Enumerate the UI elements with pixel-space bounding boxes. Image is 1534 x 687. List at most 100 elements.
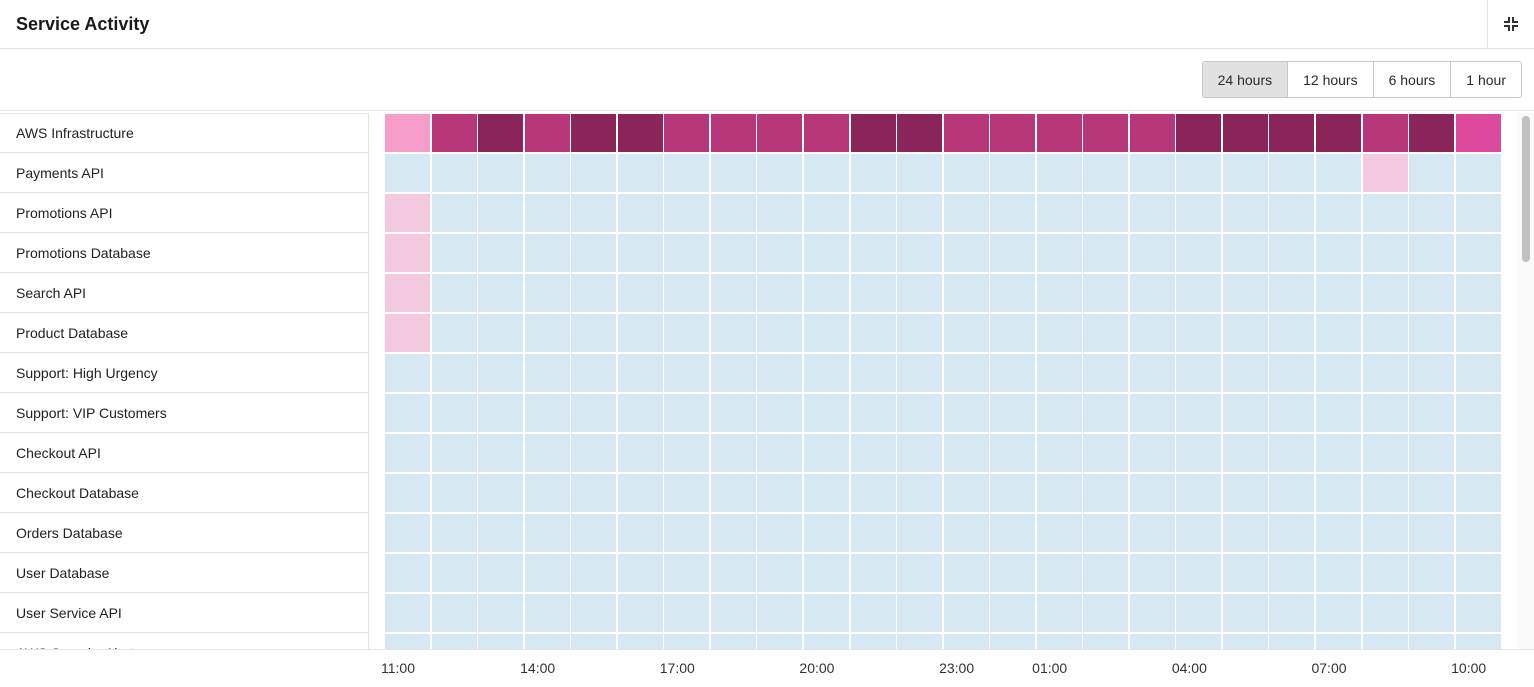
heatmap-cell[interactable] bbox=[1222, 114, 1268, 152]
heatmap-cell[interactable] bbox=[710, 514, 756, 552]
heatmap-cell[interactable] bbox=[1455, 274, 1501, 312]
heatmap-cell[interactable] bbox=[1269, 634, 1315, 649]
heatmap-cell[interactable] bbox=[1176, 234, 1222, 272]
service-label[interactable]: Checkout Database bbox=[0, 473, 368, 513]
heatmap-cell[interactable] bbox=[1269, 274, 1315, 312]
heatmap-cell[interactable] bbox=[1129, 594, 1175, 632]
heatmap-cell[interactable] bbox=[1362, 354, 1408, 392]
heatmap-cell[interactable] bbox=[1129, 554, 1175, 592]
heatmap-cell[interactable] bbox=[897, 434, 943, 472]
service-label[interactable]: AWS Infrastructure bbox=[0, 113, 368, 153]
heatmap-cell[interactable] bbox=[803, 314, 849, 352]
heatmap-cell[interactable] bbox=[710, 434, 756, 472]
heatmap-cell[interactable] bbox=[943, 554, 989, 592]
heatmap-cell[interactable] bbox=[943, 434, 989, 472]
heatmap-cell[interactable] bbox=[850, 434, 896, 472]
heatmap-cell[interactable] bbox=[1269, 474, 1315, 512]
heatmap-cell[interactable] bbox=[990, 114, 1036, 152]
heatmap-cell[interactable] bbox=[757, 594, 803, 632]
heatmap-cell[interactable] bbox=[803, 274, 849, 312]
heatmap-cell[interactable] bbox=[1409, 594, 1455, 632]
heatmap-cell[interactable] bbox=[710, 594, 756, 632]
heatmap-cell[interactable] bbox=[757, 194, 803, 232]
heatmap-cell[interactable] bbox=[1409, 354, 1455, 392]
heatmap-cell[interactable] bbox=[478, 194, 524, 232]
heatmap-cell[interactable] bbox=[850, 194, 896, 232]
heatmap-cell[interactable] bbox=[385, 594, 430, 632]
heatmap-cell[interactable] bbox=[710, 314, 756, 352]
heatmap-cell[interactable] bbox=[897, 634, 943, 649]
heatmap-cell[interactable] bbox=[524, 114, 570, 152]
range-6-hours-button[interactable]: 6 hours bbox=[1372, 62, 1451, 97]
heatmap-cell[interactable] bbox=[943, 514, 989, 552]
heatmap-cell[interactable] bbox=[524, 234, 570, 272]
heatmap-cell[interactable] bbox=[943, 354, 989, 392]
heatmap-cell[interactable] bbox=[571, 114, 617, 152]
heatmap-cell[interactable] bbox=[1316, 314, 1361, 352]
service-label[interactable]: User Service API bbox=[0, 593, 368, 633]
heatmap-cell[interactable] bbox=[803, 634, 849, 649]
heatmap-cell[interactable] bbox=[1316, 114, 1361, 152]
heatmap-cell[interactable] bbox=[710, 114, 756, 152]
heatmap-cell[interactable] bbox=[710, 354, 756, 392]
heatmap-cell[interactable] bbox=[1222, 474, 1268, 512]
heatmap-cell[interactable] bbox=[524, 314, 570, 352]
heatmap-cell[interactable] bbox=[478, 514, 524, 552]
heatmap-cell[interactable] bbox=[1269, 354, 1315, 392]
heatmap-cell[interactable] bbox=[617, 514, 663, 552]
heatmap-cell[interactable] bbox=[385, 394, 430, 432]
heatmap-cell[interactable] bbox=[1362, 314, 1408, 352]
heatmap-cell[interactable] bbox=[1316, 354, 1361, 392]
heatmap-cell[interactable] bbox=[803, 474, 849, 512]
heatmap-cell[interactable] bbox=[1316, 194, 1361, 232]
heatmap-cell[interactable] bbox=[664, 634, 710, 649]
heatmap-cell[interactable] bbox=[803, 394, 849, 432]
heatmap-cell[interactable] bbox=[803, 594, 849, 632]
heatmap-cell[interactable] bbox=[990, 554, 1036, 592]
heatmap-cell[interactable] bbox=[897, 194, 943, 232]
heatmap-cell[interactable] bbox=[1083, 354, 1129, 392]
heatmap-cell[interactable] bbox=[1036, 394, 1082, 432]
heatmap-cell[interactable] bbox=[1036, 314, 1082, 352]
heatmap-cell[interactable] bbox=[1083, 554, 1129, 592]
heatmap-cell[interactable] bbox=[1409, 114, 1455, 152]
heatmap-cell[interactable] bbox=[757, 554, 803, 592]
heatmap-cell[interactable] bbox=[1222, 314, 1268, 352]
heatmap-cell[interactable] bbox=[990, 434, 1036, 472]
heatmap-cell[interactable] bbox=[524, 354, 570, 392]
heatmap-cell[interactable] bbox=[1455, 634, 1501, 649]
heatmap-cell[interactable] bbox=[1409, 194, 1455, 232]
heatmap-cell[interactable] bbox=[943, 194, 989, 232]
service-label[interactable]: User Database bbox=[0, 553, 368, 593]
heatmap-cell[interactable] bbox=[1222, 194, 1268, 232]
heatmap-cell[interactable] bbox=[757, 114, 803, 152]
heatmap-cell[interactable] bbox=[1129, 634, 1175, 649]
scrollbar[interactable] bbox=[1518, 113, 1534, 649]
heatmap-cell[interactable] bbox=[943, 234, 989, 272]
heatmap-cell[interactable] bbox=[1455, 594, 1501, 632]
heatmap-cell[interactable] bbox=[990, 474, 1036, 512]
heatmap-cell[interactable] bbox=[710, 634, 756, 649]
heatmap-cell[interactable] bbox=[850, 394, 896, 432]
heatmap-cell[interactable] bbox=[524, 474, 570, 512]
heatmap-cell[interactable] bbox=[1083, 114, 1129, 152]
heatmap-cell[interactable] bbox=[385, 154, 430, 192]
collapse-button[interactable] bbox=[1487, 0, 1534, 48]
heatmap-cell[interactable] bbox=[571, 194, 617, 232]
heatmap-cell[interactable] bbox=[1129, 234, 1175, 272]
heatmap-cell[interactable] bbox=[1362, 474, 1408, 512]
heatmap-cell[interactable] bbox=[1455, 474, 1501, 512]
heatmap-cell[interactable] bbox=[1455, 234, 1501, 272]
heatmap-cell[interactable] bbox=[385, 114, 430, 152]
heatmap-cell[interactable] bbox=[385, 474, 430, 512]
heatmap-cell[interactable] bbox=[571, 554, 617, 592]
service-label[interactable]: Promotions API bbox=[0, 193, 368, 233]
heatmap-cell[interactable] bbox=[431, 594, 477, 632]
heatmap-cell[interactable] bbox=[431, 474, 477, 512]
heatmap-cell[interactable] bbox=[1269, 194, 1315, 232]
heatmap-cell[interactable] bbox=[664, 114, 710, 152]
range-12-hours-button[interactable]: 12 hours bbox=[1287, 62, 1373, 97]
heatmap-cell[interactable] bbox=[617, 274, 663, 312]
heatmap-cell[interactable] bbox=[710, 154, 756, 192]
heatmap-cell[interactable] bbox=[385, 514, 430, 552]
